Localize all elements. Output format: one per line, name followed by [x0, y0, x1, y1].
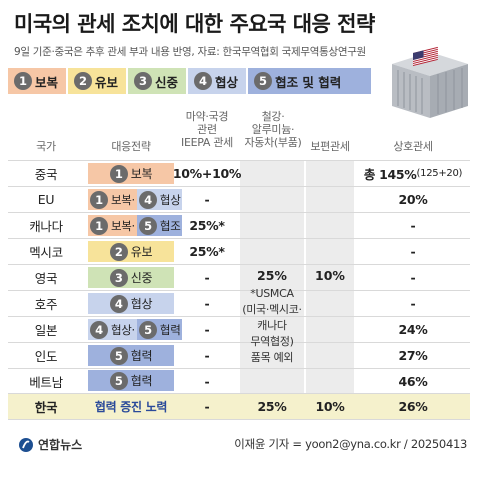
strategy-cell: 3 신중 [88, 267, 174, 288]
ieepa-cell: 25%* [189, 244, 225, 259]
table-row-country: 일본 [34, 323, 58, 338]
ieepa-cell: 25%* [189, 218, 225, 233]
header-strategy: 대응전략 [111, 140, 151, 153]
footer-credit: 이재윤 기자 = yoon2@yna.co.kr / 20250413 [234, 437, 467, 451]
universal-cell-korea: 10% [315, 399, 345, 414]
table-row-country: 영국 [34, 271, 58, 286]
strategy-cell: 1 보복· 5 협조 [88, 215, 183, 236]
ieepa-cell: - [204, 322, 210, 337]
shipping-container-icon [392, 46, 468, 118]
header-country: 국가 [36, 140, 56, 153]
legend-item-retaliation: 1 보복 [8, 68, 67, 94]
reciprocal-cell: - [410, 296, 416, 311]
sector-merged-value: 25% [257, 268, 287, 283]
yonhap-logo-icon [19, 437, 33, 452]
header-reciprocal: 상호관세 [393, 140, 433, 153]
reciprocal-cell: - [410, 244, 416, 259]
strategy-legend: 1 보복 2 유보 3 신중 4 협상 5 협조 및 협력 [8, 68, 372, 94]
ieepa-cell: - [204, 348, 210, 363]
reciprocal-cell: - [410, 218, 416, 233]
ieepa-cell: - [204, 296, 210, 311]
legend-item-negotiation: 4 협상 [188, 68, 247, 94]
strategy-cell: 4 협상 [88, 293, 174, 314]
header-universal: 보편관세 [310, 140, 350, 153]
legend-item-reserve: 2 유보 [68, 68, 127, 94]
ieepa-cell: - [204, 399, 210, 414]
ieepa-cell: - [204, 373, 210, 389]
ieepa-cell: - [204, 192, 210, 207]
table-row-country: 멕시코 [29, 245, 63, 260]
strategy-cell: 5 협력 [88, 370, 174, 391]
table-row-country-korea: 한국 [34, 400, 58, 415]
reciprocal-cell: 46% [398, 373, 428, 389]
reciprocal-cell: - [410, 270, 416, 285]
table-row-country: 캐나다 [29, 219, 63, 234]
ieepa-cell: - [204, 270, 210, 285]
table-row-country: 베트남 [29, 374, 63, 390]
strategy-cell: 1 보복 [88, 163, 174, 184]
korea-row-highlight [8, 393, 470, 419]
sector-merged-cell [240, 161, 304, 393]
reciprocal-cell: 26% [398, 399, 428, 414]
strategy-cell-korea: 협력 증진 노력 [94, 400, 168, 414]
legend-item-cautious: 3 신중 [128, 68, 187, 94]
header-sector: 철강· 알루미늄· 자동차(부품) [244, 110, 302, 149]
reciprocal-cell: 27% [398, 348, 428, 363]
ieepa-cell: 10%+10% [172, 166, 242, 181]
table-row-country: EU [37, 192, 55, 207]
strategy-cell: 5 협력 [88, 345, 174, 366]
header-ieepa: 마약·국경 관련 IEEPA 관세 [181, 110, 233, 149]
reciprocal-cell: 24% [398, 322, 428, 337]
us-flag-icon [413, 46, 438, 66]
page-title: 미국의 관세 조치에 대한 주요국 대응 전략 [14, 12, 375, 36]
table-row-country: 인도 [34, 349, 58, 364]
legend-item-cooperation: 5 협조 및 협력 [248, 68, 372, 94]
strategy-cell: 2 유보 [88, 241, 174, 262]
universal-merged-value: 10% [315, 268, 345, 283]
page-subtitle: 9일 기준·중국은 추후 관세 부과 내용 반영, 자료: 한국무역협회 국제무… [14, 46, 366, 58]
reciprocal-cell: 총 145% (125+20) [363, 167, 463, 182]
table-row-country: 호주 [34, 297, 58, 312]
reciprocal-cell: 20% [398, 192, 428, 207]
strategy-cell: 1 보복· 4 협상 [88, 189, 183, 210]
table-row-country: 중국 [34, 167, 58, 182]
sector-cell-korea: 25% [257, 399, 287, 414]
universal-merged-cell [306, 161, 354, 393]
sector-merged-note: *USMCA (미국·멕시코· 캐나다 무역협정) 품목 예외 [242, 287, 302, 364]
yonhap-logo: 연합뉴스 [18, 436, 82, 453]
strategy-cell: 4 협상· 5 협력 [88, 319, 183, 340]
